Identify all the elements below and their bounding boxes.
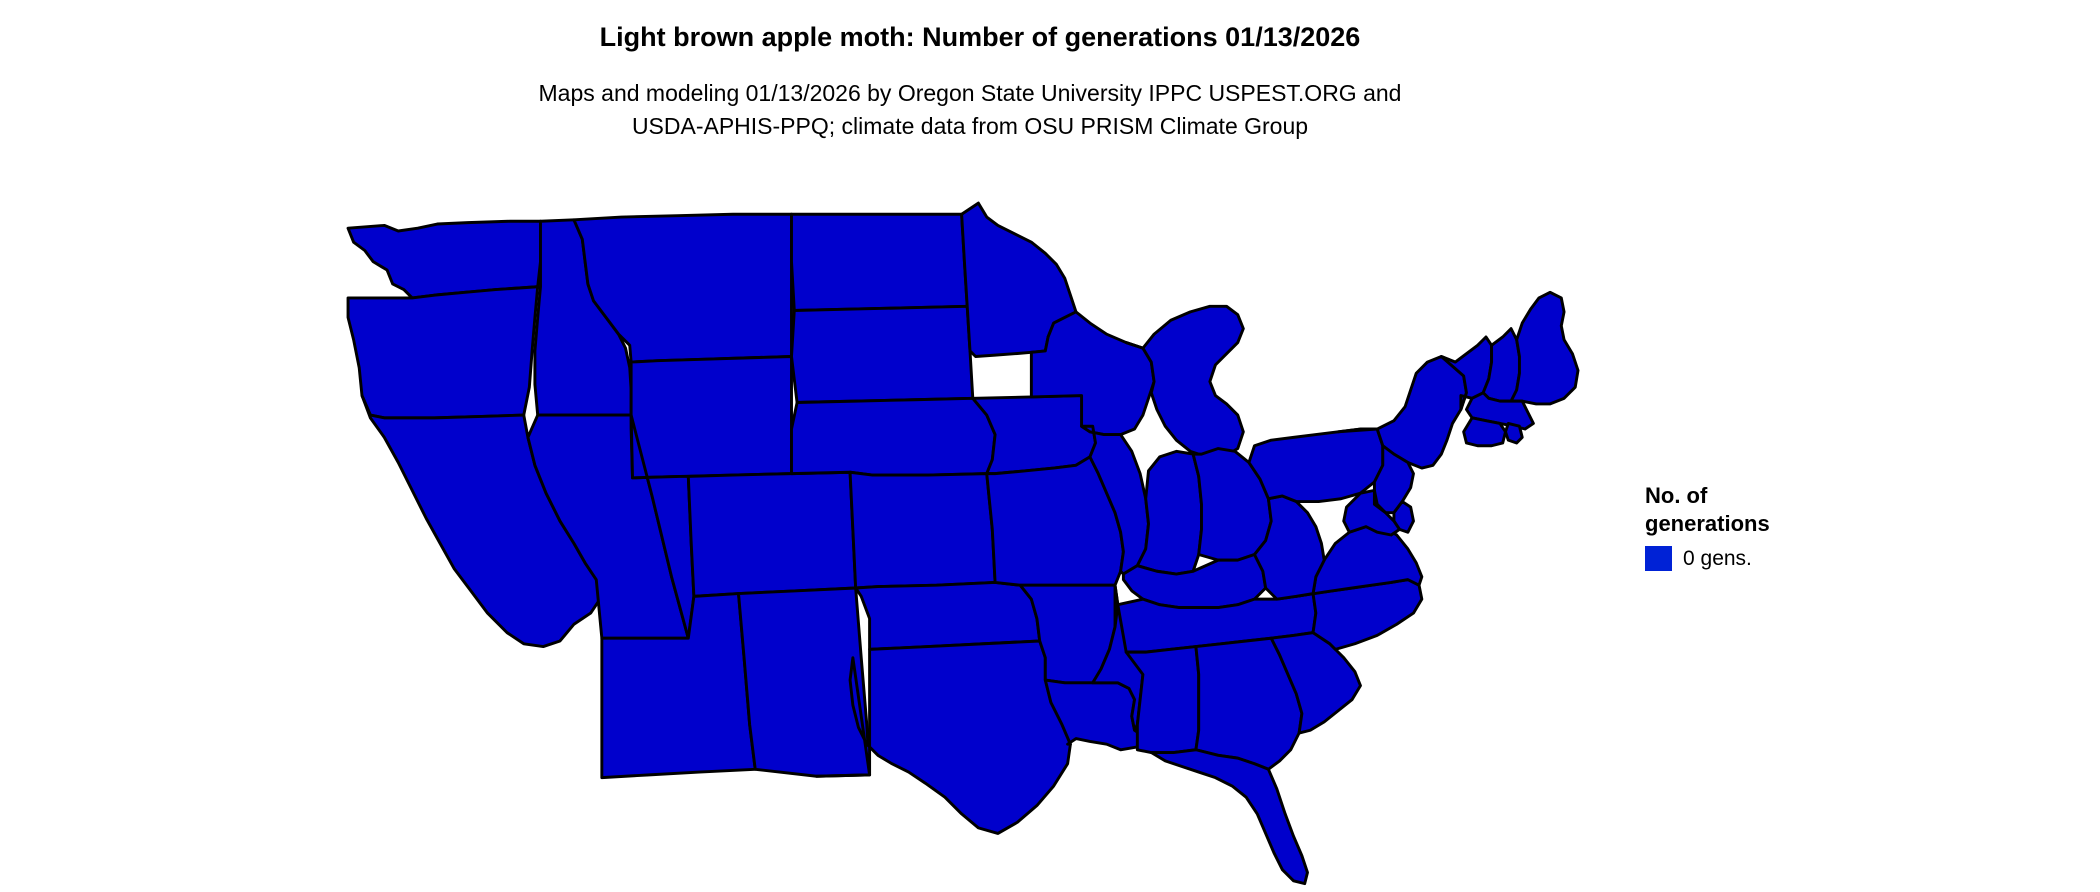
state-IN — [1135, 449, 1203, 576]
us-states-svg — [346, 201, 1580, 886]
legend-title: No. of generations — [1645, 483, 1770, 536]
state-CT — [1462, 416, 1507, 448]
state-ME — [1509, 290, 1580, 406]
page-subtitle: Maps and modeling 01/13/2026 by Oregon S… — [0, 77, 1940, 143]
state-FL — [1149, 748, 1309, 886]
legend: No. of generations 0 gens. — [1645, 482, 1905, 571]
legend-color-swatch — [1645, 546, 1672, 571]
state-polygons — [346, 201, 1580, 886]
us-choropleth-map — [300, 178, 1640, 892]
state-WY — [629, 355, 793, 480]
state-SD — [790, 304, 975, 404]
state-OK — [854, 580, 1042, 651]
state-CO — [686, 470, 858, 598]
state-KS — [848, 470, 997, 590]
page-title: Light brown apple moth: Number of genera… — [599, 22, 1361, 52]
state-PA — [1247, 427, 1385, 503]
state-CA — [360, 394, 604, 649]
legend-item-0-gens[interactable]: 0 gens. — [1645, 546, 1905, 571]
state-ND — [790, 212, 969, 312]
state-WA — [346, 219, 542, 300]
state-MD — [1342, 488, 1401, 537]
legend-item-label: 0 gens. — [1683, 546, 1752, 570]
state-MI — [1124, 304, 1245, 459]
state-AZ — [600, 592, 757, 780]
subtitle-line-1: Maps and modeling 01/13/2026 by Oregon S… — [538, 80, 1402, 106]
state-NE — [790, 396, 997, 477]
state-OR — [346, 285, 540, 420]
subtitle-line-2: USDA-APHIS-PPQ; climate data from OSU PR… — [631, 113, 1309, 139]
state-RI — [1504, 421, 1524, 445]
